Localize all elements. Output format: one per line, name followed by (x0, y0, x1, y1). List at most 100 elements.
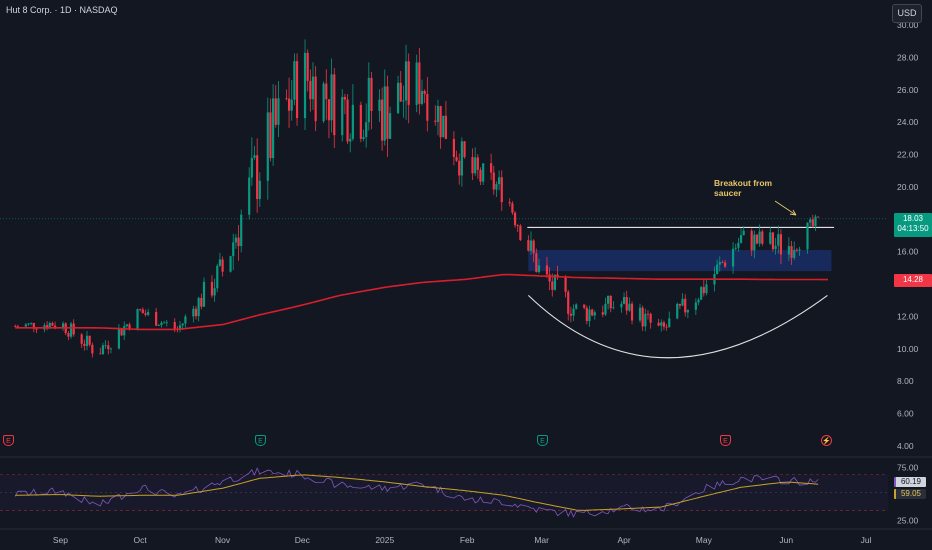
candle-body (569, 313, 572, 316)
candle-body (48, 323, 51, 329)
sma-value-badge: 14.28 (894, 274, 932, 287)
candle-body (779, 234, 783, 255)
earnings-icon[interactable]: E (3, 435, 14, 446)
time-axis-label: Jul (861, 535, 872, 545)
price-axis-label: 20.00 (897, 182, 919, 192)
candle-body (333, 74, 336, 136)
candle-body (367, 77, 370, 123)
candle-body (662, 322, 666, 327)
candle-body (665, 326, 668, 328)
candle-body (418, 62, 421, 104)
candle-body (681, 298, 684, 306)
candle-body (269, 112, 272, 159)
candle-body (293, 61, 296, 100)
earnings-icon[interactable]: E (255, 435, 266, 446)
candle-body (750, 230, 753, 251)
candle-body (32, 322, 35, 329)
breakout-arrow (774, 200, 797, 216)
candle-body (351, 104, 354, 139)
candle-body (83, 343, 86, 346)
rsi-ma-value-badge: 59.05 (894, 489, 926, 499)
candle-body (628, 303, 631, 311)
breakout-arrowhead (789, 209, 797, 216)
candle-body (85, 335, 89, 346)
candle-body (104, 345, 107, 347)
candle-body (388, 113, 392, 139)
candle-body (777, 234, 780, 246)
candle-body (125, 324, 128, 327)
countdown-value: 04:13:50 (897, 224, 929, 233)
candle-body (678, 303, 681, 306)
candle-body (163, 322, 166, 324)
earnings-icon[interactable]: E (720, 435, 731, 446)
candle-body (716, 264, 719, 274)
candle-body (739, 235, 743, 243)
price-axis-label: 26.00 (897, 85, 919, 95)
candle-body (240, 214, 243, 247)
candle-body (644, 313, 647, 327)
candle-body (684, 298, 687, 313)
candle-body (232, 242, 235, 257)
candle-body (527, 240, 530, 251)
candle-body (426, 93, 429, 121)
earnings-icon[interactable]: E (537, 435, 548, 446)
candle-body (258, 180, 261, 200)
candle-body (67, 333, 70, 337)
candle-body (378, 99, 381, 111)
candle-body (253, 155, 256, 158)
candle-body (216, 265, 219, 289)
candle-body (91, 344, 94, 354)
candle-body (192, 308, 195, 317)
candle-body (758, 231, 761, 244)
candle-body (476, 157, 479, 170)
candle-body (14, 326, 17, 327)
candle-body (646, 313, 650, 315)
time-axis-label: 2025 (375, 535, 394, 545)
candle-body (519, 225, 522, 241)
candle-body (287, 98, 291, 111)
candle-body (101, 345, 105, 355)
candle-body (700, 287, 703, 300)
candle-body (165, 322, 168, 323)
candle-body (612, 307, 615, 309)
candle-body (498, 177, 501, 185)
candle-body (737, 242, 740, 248)
candle-body (649, 313, 652, 323)
candle-body (200, 297, 203, 307)
candle-body (72, 323, 75, 335)
candle-body (61, 323, 65, 328)
candle-body (256, 155, 259, 200)
rsi-axis-label: 25.00 (897, 515, 919, 525)
candle-body (314, 76, 317, 122)
candle-body (80, 334, 83, 344)
candle-body (99, 353, 102, 355)
candle-body (761, 231, 764, 244)
candle-body (30, 322, 33, 324)
time-axis-label: Nov (215, 535, 231, 545)
candle-body (365, 122, 368, 138)
dividend-icon[interactable]: ⚡ (821, 435, 832, 446)
candle-body (474, 157, 477, 174)
candle-body (604, 303, 607, 315)
candle-body (630, 303, 634, 321)
candle-body (511, 203, 514, 213)
price-axis-label: 22.00 (897, 150, 919, 160)
candle-body (567, 291, 570, 314)
candle-body (237, 237, 240, 247)
candle-body (753, 234, 756, 251)
candle-body (370, 77, 373, 111)
candle-body (46, 325, 49, 329)
candle-body (234, 237, 237, 243)
currency-button[interactable]: USD (892, 4, 922, 23)
candle-body (362, 137, 365, 139)
candle-body (16, 326, 19, 328)
candle-body (537, 265, 541, 272)
candle-body (463, 141, 466, 158)
price-axis-label: 24.00 (897, 117, 919, 127)
candle-body (399, 82, 402, 102)
candle-body (460, 141, 463, 176)
candle-body (551, 281, 554, 290)
time-axis-label: Jun (779, 535, 793, 545)
rsi-band (0, 474, 888, 511)
